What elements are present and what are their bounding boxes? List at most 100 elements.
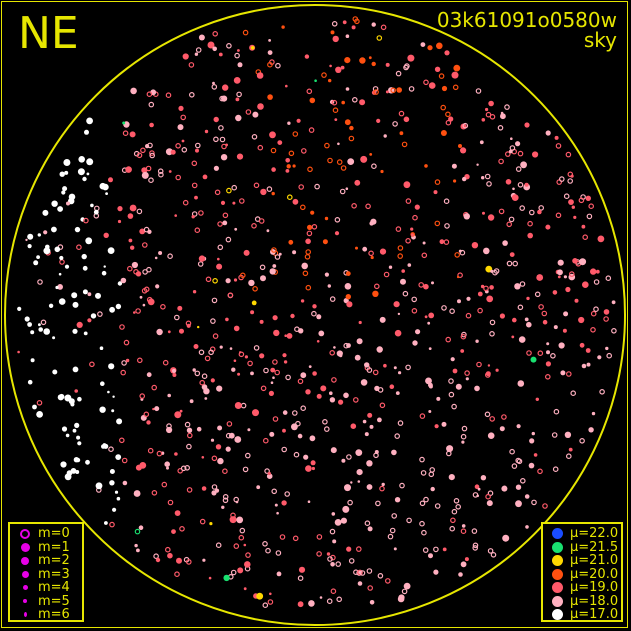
star-marker (146, 372, 152, 378)
star-marker (449, 308, 455, 315)
star-marker (160, 303, 166, 310)
star-marker (166, 423, 172, 429)
star-marker (24, 316, 30, 322)
star-marker (189, 399, 194, 404)
star-marker (329, 296, 336, 302)
star-marker (191, 160, 198, 167)
star-marker (181, 147, 188, 153)
star-marker (597, 355, 602, 360)
star-marker (87, 292, 92, 297)
star-marker (195, 142, 201, 149)
star-marker (347, 499, 353, 506)
star-marker (511, 194, 519, 202)
star-marker (457, 272, 463, 279)
star-marker (233, 77, 241, 84)
star-marker (73, 457, 80, 463)
star-marker (220, 200, 226, 205)
star-marker (351, 97, 358, 103)
star-marker (334, 231, 340, 236)
star-marker (330, 588, 337, 595)
star-marker (57, 394, 64, 401)
star-marker (198, 210, 204, 216)
star-marker (318, 330, 325, 337)
star-marker (127, 265, 133, 272)
star-marker (143, 226, 150, 233)
star-marker (256, 592, 264, 600)
star-marker (501, 485, 508, 492)
star-marker (156, 328, 163, 336)
star-marker (427, 321, 431, 325)
star-marker (472, 545, 479, 551)
star-marker (237, 567, 244, 574)
star-marker (445, 336, 452, 343)
star-marker (188, 62, 195, 68)
star-marker (557, 275, 561, 279)
star-marker (525, 525, 529, 529)
star-marker (373, 89, 379, 95)
star-marker (554, 135, 559, 140)
star-marker (167, 393, 171, 398)
star-marker (538, 205, 545, 211)
star-marker (563, 275, 568, 279)
star-marker (198, 349, 205, 356)
star-marker (43, 230, 48, 235)
star-marker (460, 528, 467, 535)
star-marker (74, 226, 81, 233)
star-marker (410, 233, 414, 237)
star-marker (282, 353, 287, 358)
star-marker (565, 151, 572, 158)
star-marker (36, 411, 43, 418)
star-marker (517, 182, 524, 188)
star-marker (567, 178, 574, 184)
star-marker (133, 311, 136, 314)
star-marker (212, 46, 217, 52)
star-marker (324, 216, 329, 221)
star-marker (217, 244, 224, 251)
star-marker (178, 105, 184, 111)
star-marker (395, 226, 402, 232)
star-marker (329, 397, 336, 403)
star-marker (208, 576, 212, 580)
star-marker (167, 499, 174, 506)
star-marker (86, 172, 90, 176)
star-marker (557, 259, 564, 266)
star-marker (477, 307, 483, 314)
star-marker (340, 517, 347, 524)
star-marker (356, 469, 363, 476)
star-marker (259, 353, 265, 359)
star-marker (451, 163, 457, 169)
star-marker (551, 432, 558, 438)
star-marker (314, 183, 320, 190)
star-marker (490, 269, 494, 273)
star-marker (489, 285, 494, 290)
star-marker (397, 312, 401, 316)
brightness-label: μ=18.0 (570, 593, 619, 609)
star-marker (174, 571, 180, 578)
star-marker (236, 516, 244, 524)
star-marker (187, 432, 193, 439)
star-marker (517, 304, 524, 311)
star-marker (568, 447, 573, 452)
star-marker (211, 490, 217, 496)
star-marker (221, 95, 228, 102)
star-marker (212, 333, 219, 339)
color-swatch-icon (548, 541, 566, 553)
star-marker (345, 187, 349, 190)
star-marker (351, 203, 357, 209)
star-marker (574, 298, 579, 303)
star-marker (326, 598, 333, 605)
star-marker (383, 271, 390, 278)
magnitude-label: m=4 (38, 580, 70, 596)
star-marker (516, 424, 521, 429)
star-marker (139, 228, 146, 235)
star-marker (131, 261, 138, 269)
star-marker (60, 461, 67, 468)
star-marker (250, 46, 255, 50)
star-marker (262, 540, 268, 547)
star-marker (115, 303, 122, 310)
star-marker (321, 72, 327, 78)
star-marker (198, 255, 206, 262)
star-marker (77, 396, 82, 402)
star-marker (304, 253, 311, 260)
star-marker (529, 438, 535, 444)
